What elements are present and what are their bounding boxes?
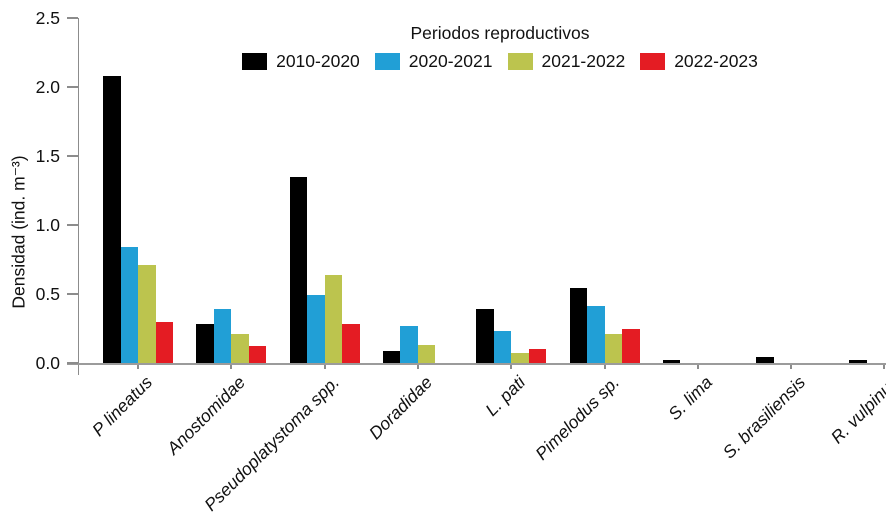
legend-swatch-icon xyxy=(507,53,533,70)
legend-entry: 2021-2022 xyxy=(507,51,626,72)
x-tick xyxy=(603,365,606,369)
bar-2010-2020 xyxy=(569,288,587,363)
legend-entry-label: 2022-2023 xyxy=(674,51,758,71)
bar-2010-2020 xyxy=(103,75,121,363)
legend-entry-label: 2020-2021 xyxy=(408,51,493,71)
y-tick xyxy=(67,224,78,226)
y-tick xyxy=(67,155,78,157)
y-tick-label: 1.0 xyxy=(35,215,60,235)
y-axis-line xyxy=(78,18,79,375)
bar-2022-2023 xyxy=(342,324,360,363)
legend-entry-label: 2021-2022 xyxy=(541,51,626,71)
bar-2020-2021 xyxy=(307,295,325,363)
bar-2010-2020 xyxy=(476,309,494,363)
bar-2022-2023 xyxy=(248,346,267,363)
bar-2022-2023 xyxy=(622,328,640,363)
y-tick-label: 0.5 xyxy=(35,284,60,304)
bar-2021-2022 xyxy=(417,345,436,363)
bar-2010-2020 xyxy=(756,357,774,363)
x-tick xyxy=(510,365,513,369)
plot-area: 0.0 0.5 1.0 1.5 2.0 2.5 P lineatus Anostomidae P… xyxy=(36,8,886,515)
legend-swatch-icon xyxy=(374,53,400,70)
legend-entry-label: 2010-2020 xyxy=(276,51,360,71)
legend-swatch-icon xyxy=(640,53,666,70)
bar-2020-2021 xyxy=(400,325,418,363)
x-tick xyxy=(790,365,793,369)
y-tick xyxy=(67,293,78,295)
bar-2021-2022 xyxy=(604,334,622,363)
x-tick xyxy=(696,365,699,369)
bar-2021-2022 xyxy=(231,334,249,363)
bar-2010-2020 xyxy=(196,324,214,363)
y-tick xyxy=(67,86,78,88)
x-tick xyxy=(137,365,139,369)
y-tick-label: 2.5 xyxy=(35,8,60,28)
bar-2021-2022 xyxy=(511,353,529,363)
y-tick-label: 0.0 xyxy=(35,353,60,373)
legend-items: 2010-2020 2020-2021 2021-2022 2022-2023 xyxy=(100,51,886,72)
x-tick xyxy=(416,365,419,369)
bar-2010-2020 xyxy=(289,176,308,363)
bar-2010-2020 xyxy=(849,360,867,363)
bar-2021-2022 xyxy=(324,274,343,363)
x-tick xyxy=(323,365,326,369)
bar-2010-2020 xyxy=(662,360,681,363)
y-tick xyxy=(67,362,78,364)
bar-2020-2021 xyxy=(120,247,138,363)
y-tick xyxy=(67,17,78,19)
bar-2010-2020 xyxy=(382,350,401,363)
bar-2021-2022 xyxy=(138,265,156,363)
legend: Periodos reproductivos 2010-2020 2020-202… xyxy=(100,22,886,72)
legend-entry: 2010-2020 xyxy=(242,51,360,72)
bar-2020-2021 xyxy=(587,306,605,363)
y-tick-label: 2.0 xyxy=(35,77,60,97)
legend-entry: 2020-2021 xyxy=(374,51,493,72)
bar-2020-2021 xyxy=(213,309,232,363)
x-tick xyxy=(883,365,886,369)
y-tick-label: 1.5 xyxy=(35,146,60,166)
bar-2020-2021 xyxy=(493,331,512,363)
legend-entry: 2022-2023 xyxy=(640,51,758,72)
legend-swatch-icon xyxy=(242,53,268,70)
x-axis-line xyxy=(67,363,886,365)
x-tick xyxy=(230,365,233,369)
bar-2022-2023 xyxy=(155,321,173,363)
legend-title: Periodos reproductivos xyxy=(410,23,590,43)
bar-2022-2023 xyxy=(528,349,547,363)
